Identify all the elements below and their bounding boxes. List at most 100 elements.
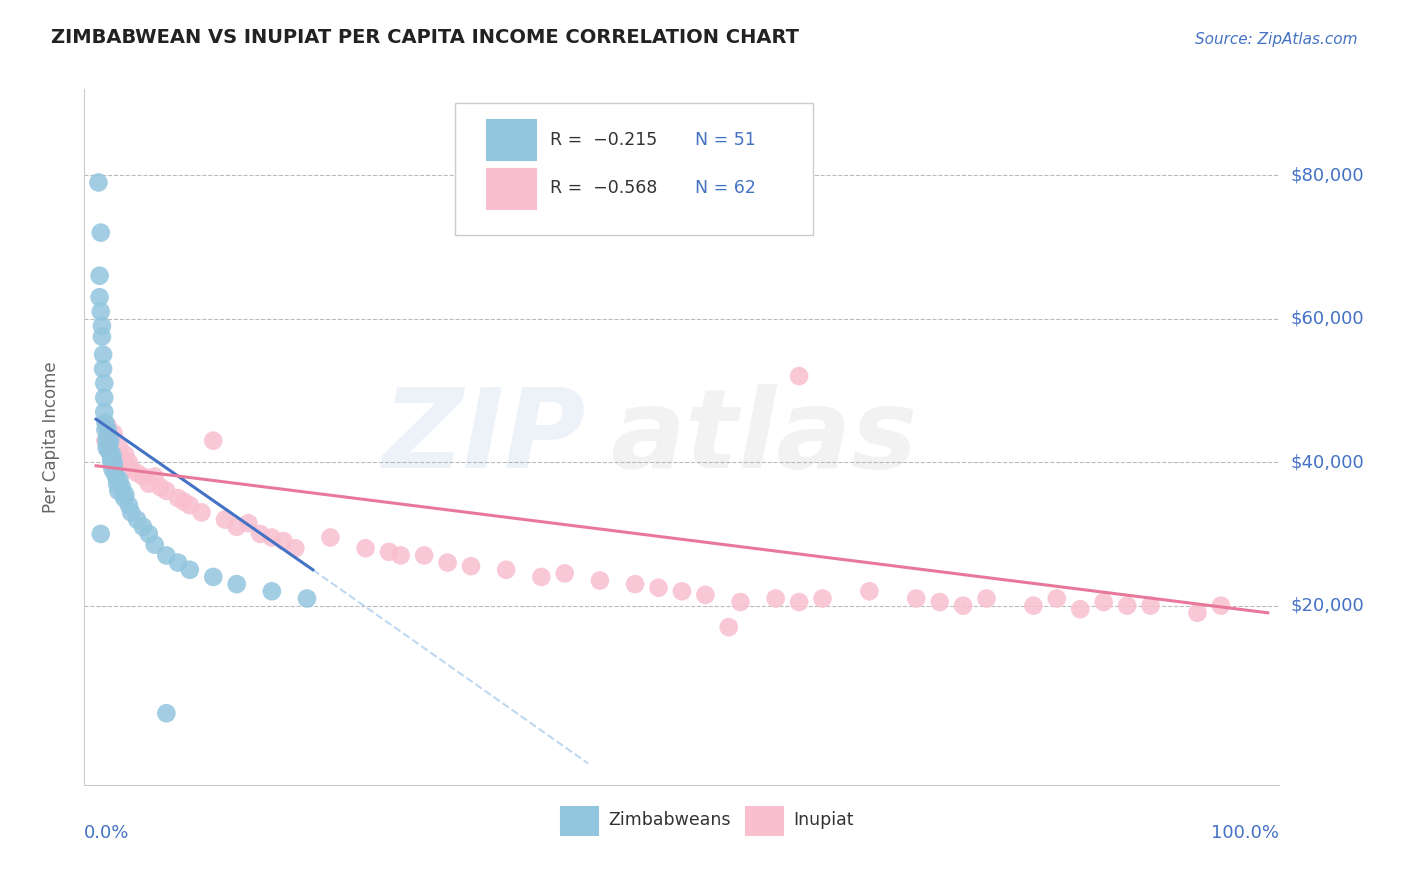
Point	[202, 570, 225, 584]
Point	[90, 318, 114, 333]
Point	[97, 419, 120, 434]
Point	[94, 434, 117, 448]
Point	[858, 584, 880, 599]
Point	[97, 430, 120, 444]
Point	[132, 469, 155, 483]
Point	[89, 290, 111, 304]
Point	[107, 483, 129, 498]
Text: $40,000: $40,000	[1291, 453, 1364, 471]
Text: $60,000: $60,000	[1291, 310, 1364, 327]
Text: ZIP: ZIP	[382, 384, 586, 491]
Text: 0.0%: 0.0%	[84, 824, 129, 842]
Point	[93, 376, 115, 391]
Point	[114, 487, 136, 501]
FancyBboxPatch shape	[560, 805, 599, 835]
Point	[103, 455, 125, 469]
Point	[120, 505, 142, 519]
Text: ZIMBABWEAN VS INUPIAT PER CAPITA INCOME CORRELATION CHART: ZIMBABWEAN VS INUPIAT PER CAPITA INCOME …	[51, 29, 799, 47]
Point	[90, 226, 112, 240]
Point	[98, 444, 120, 458]
Point	[717, 620, 740, 634]
Point	[138, 476, 160, 491]
Point	[118, 455, 141, 469]
Point	[98, 444, 121, 458]
Point	[155, 549, 177, 563]
Point	[96, 441, 118, 455]
Point	[952, 599, 974, 613]
Point	[90, 304, 112, 318]
Text: R =  −0.568: R = −0.568	[551, 179, 658, 197]
Point	[94, 423, 117, 437]
FancyBboxPatch shape	[486, 120, 536, 161]
Point	[120, 462, 142, 476]
Point	[1187, 606, 1209, 620]
Point	[1046, 591, 1069, 606]
Point	[905, 591, 928, 606]
Point	[104, 466, 127, 480]
Point	[138, 527, 160, 541]
Point	[179, 563, 201, 577]
Text: N = 62: N = 62	[695, 179, 756, 197]
Point	[118, 498, 141, 512]
Point	[111, 480, 134, 494]
Point	[103, 426, 125, 441]
Point	[928, 595, 950, 609]
Text: N = 51: N = 51	[695, 130, 756, 149]
Point	[112, 491, 135, 505]
Point	[155, 706, 177, 721]
Point	[273, 534, 295, 549]
Text: Source: ZipAtlas.com: Source: ZipAtlas.com	[1195, 32, 1357, 47]
Point	[413, 549, 436, 563]
Point	[108, 473, 131, 487]
Point	[260, 584, 283, 599]
Point	[101, 448, 124, 462]
Point	[765, 591, 787, 606]
Point	[1022, 599, 1045, 613]
Point	[589, 574, 612, 588]
Point	[103, 458, 125, 473]
Point	[103, 448, 125, 462]
Point	[1116, 599, 1139, 613]
Point	[1092, 595, 1115, 609]
Point	[647, 581, 669, 595]
Point	[1209, 599, 1232, 613]
Point	[100, 451, 122, 466]
Point	[976, 591, 998, 606]
Point	[811, 591, 834, 606]
FancyBboxPatch shape	[456, 103, 814, 235]
Point	[114, 448, 136, 462]
Point	[105, 476, 128, 491]
Point	[98, 437, 120, 451]
Point	[111, 451, 134, 466]
Text: $20,000: $20,000	[1291, 597, 1364, 615]
Point	[91, 362, 114, 376]
FancyBboxPatch shape	[745, 805, 783, 835]
Point	[167, 491, 190, 505]
FancyBboxPatch shape	[486, 168, 536, 209]
Point	[91, 348, 114, 362]
Point	[695, 588, 717, 602]
Point	[105, 469, 127, 483]
Point	[167, 556, 190, 570]
Point	[143, 469, 166, 483]
Point	[1139, 599, 1161, 613]
Point	[105, 455, 128, 469]
Point	[87, 176, 110, 190]
Point	[89, 268, 111, 283]
Point	[149, 480, 172, 494]
Text: Zimbabweans: Zimbabweans	[607, 812, 730, 830]
Text: R =  −0.215: R = −0.215	[551, 130, 658, 149]
Text: Per Capita Income: Per Capita Income	[42, 361, 60, 513]
Point	[436, 556, 458, 570]
Point	[202, 434, 225, 448]
Point	[127, 512, 149, 526]
Point	[190, 505, 212, 519]
Point	[554, 566, 576, 581]
Point	[94, 416, 117, 430]
Point	[354, 541, 377, 556]
Point	[90, 329, 114, 343]
Point	[295, 591, 318, 606]
Point	[787, 369, 810, 384]
Point	[179, 498, 201, 512]
Point	[260, 531, 283, 545]
